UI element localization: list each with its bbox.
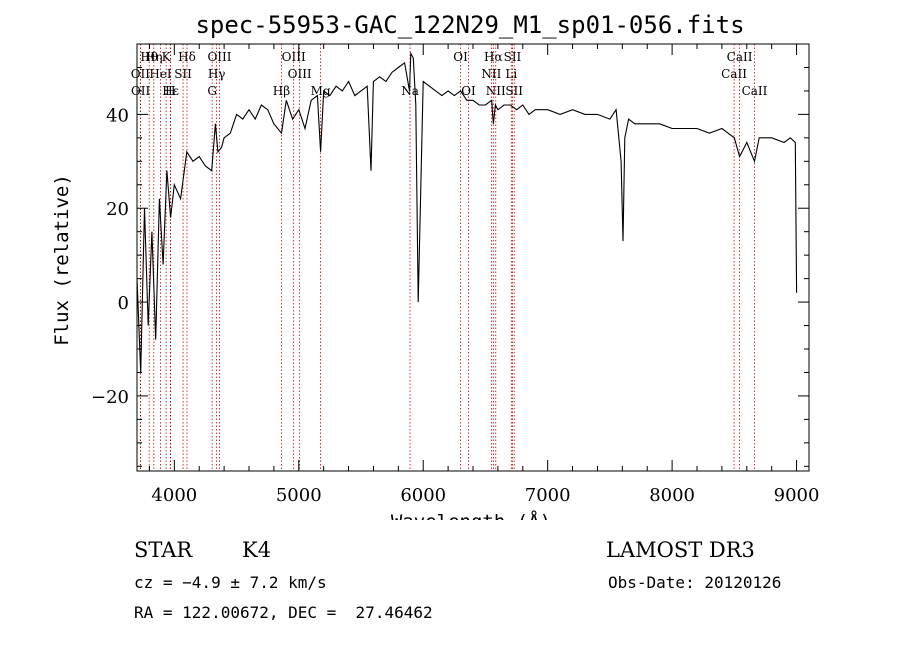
x-tick-label: 5000 [276, 485, 322, 506]
emission-line-label: K [162, 50, 172, 64]
emission-line-label: OIII [207, 50, 231, 64]
axis-ticks [137, 43, 809, 471]
emission-line-label: OIII [282, 50, 306, 64]
y-tick-label: −20 [91, 387, 129, 408]
emission-line-label: Hθ [140, 50, 158, 64]
chart-title: spec-55953-GAC_122N29_M1_sp01-056.fits [195, 11, 744, 39]
x-tick-label: 4000 [151, 485, 197, 506]
emission-line-label: NII [481, 67, 501, 81]
classification-label: STAR [134, 538, 193, 562]
emission-line-label: Hδ [178, 50, 196, 64]
emission-line-label: HeI [149, 67, 172, 81]
emission-line-label: Hβ [273, 84, 290, 98]
x-tick-label: 6000 [400, 485, 446, 506]
emission-line-label: OI [453, 50, 468, 64]
x-tick-label: 7000 [525, 485, 571, 506]
emission-line-label: SII [174, 67, 192, 81]
y-tick-label: 20 [106, 199, 129, 220]
emission-line-markers [139, 44, 755, 471]
y-tick-label: 40 [106, 105, 129, 126]
coordinates-readout: RA = 122.00672, DEC = 27.46462 [134, 603, 433, 622]
emission-line-label: OI [461, 84, 476, 98]
emission-line-label: CaII [727, 50, 753, 64]
emission-line-label: Hα [484, 50, 503, 64]
emission-line-label: CaII [742, 84, 768, 98]
axis-tick-labels: 4000 5000 6000 7000 8000 9000 −20 0 20 40 [91, 105, 819, 506]
emission-line-label: CaII [721, 67, 747, 81]
x-tick-label: 9000 [774, 485, 820, 506]
emission-line-label: SII [505, 84, 523, 98]
y-tick-label: 0 [118, 293, 129, 314]
x-axis-label: Wavelength (Å) [391, 510, 551, 520]
spectrum-chart: spec-55953-GAC_122N29_M1_sp01-056.fits H… [51, 11, 819, 520]
emission-line-label: OII [131, 67, 151, 81]
y-axis-label: Flux (relative) [51, 174, 73, 346]
emission-line-label: OIII [288, 67, 312, 81]
cz-readout: cz = −4.9 ± 7.2 km/s [134, 573, 327, 592]
emission-line-label: Hη [145, 50, 163, 64]
obs-date: Obs-Date: 20120126 [608, 573, 782, 592]
emission-line-label: Li [505, 67, 517, 81]
spectrum-line [136, 51, 798, 373]
x-tick-label: 8000 [649, 485, 695, 506]
emission-line-label: G [207, 84, 217, 98]
emission-line-label: Hγ [208, 67, 226, 81]
emission-line-label: SII [504, 50, 522, 64]
emission-line-label: H [165, 84, 175, 98]
emission-line-label: Hε [162, 84, 179, 98]
plot-frame [136, 43, 810, 472]
subclass-label: K4 [242, 538, 272, 562]
emission-line-label: Mg [311, 84, 331, 98]
survey-label: LAMOST DR3 [606, 538, 755, 562]
emission-line-label: NII [486, 84, 506, 98]
